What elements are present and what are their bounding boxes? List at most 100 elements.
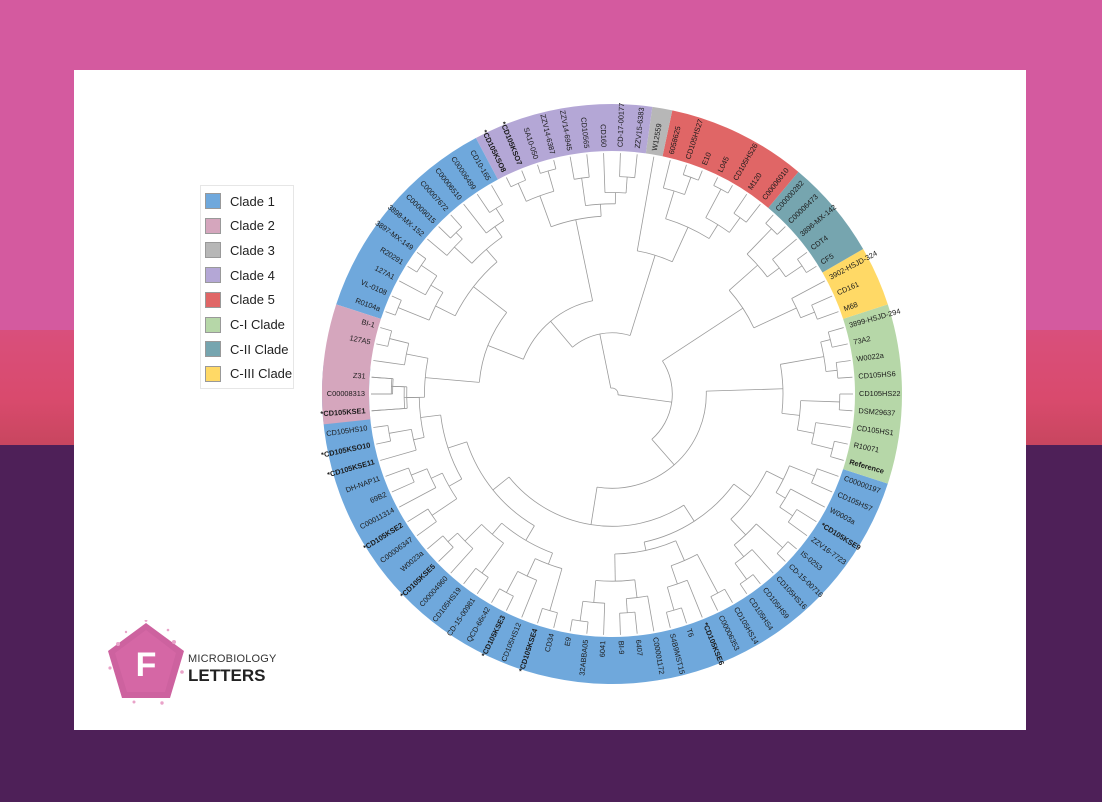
branch-line xyxy=(581,178,586,206)
clade-sector xyxy=(768,171,864,273)
branch-line xyxy=(454,246,473,264)
branch-line xyxy=(619,153,621,177)
branch-line xyxy=(380,327,392,332)
branch-arc xyxy=(550,215,602,228)
branch-line xyxy=(553,160,557,169)
tip-label: BI-1 xyxy=(360,317,376,329)
branch-line xyxy=(537,164,541,174)
branch-arc xyxy=(838,393,841,410)
logo-line1: MICROBIOLOGY xyxy=(188,653,277,665)
branch-line xyxy=(455,232,463,240)
branch-arc xyxy=(394,300,402,316)
branch-line xyxy=(767,267,780,278)
branch-line xyxy=(634,612,638,634)
branch-line xyxy=(834,440,848,445)
legend-label: C-III Clade xyxy=(230,366,293,382)
tip-label: 127A5 xyxy=(349,333,372,346)
branch-line xyxy=(505,595,514,611)
branch-arc xyxy=(416,258,427,273)
branch-arc xyxy=(475,567,489,578)
branch-arc xyxy=(440,414,463,480)
branch-arc xyxy=(501,522,553,554)
branch-line xyxy=(411,468,428,476)
branch-line xyxy=(820,339,831,343)
branch-line xyxy=(506,571,519,593)
branch-arc xyxy=(406,386,408,409)
branch-line xyxy=(389,428,412,434)
legend-swatch xyxy=(205,193,221,209)
branch-line xyxy=(832,343,848,348)
branch-line xyxy=(376,343,388,347)
branch-line xyxy=(797,429,814,434)
branch-line xyxy=(766,470,784,480)
clade-sectors xyxy=(322,104,902,684)
branch-line xyxy=(634,154,638,178)
branch-line xyxy=(647,595,655,632)
branch-line xyxy=(579,601,584,621)
logo-line2: LETTERS xyxy=(188,666,266,685)
branch-line xyxy=(398,307,430,321)
branch-line xyxy=(730,518,746,536)
branch-line xyxy=(431,498,458,516)
legend-swatch xyxy=(205,341,221,358)
branch-line xyxy=(431,472,443,479)
branch-line xyxy=(586,621,589,634)
branch-line xyxy=(791,280,825,299)
branch-line xyxy=(775,492,786,499)
legend-label: Clade 5 xyxy=(230,292,275,308)
branch-line xyxy=(739,583,748,595)
branch-arc xyxy=(765,223,778,235)
branch-line xyxy=(548,552,553,565)
branch-line xyxy=(575,219,594,301)
branch-line xyxy=(665,190,675,219)
branch-line xyxy=(491,522,503,535)
logo-letter: F xyxy=(136,646,157,684)
branch-line xyxy=(785,265,803,278)
legend: Clade 1 Clade 2 Clade 3 Clade 4 Clade 5 C-I C… xyxy=(200,185,294,389)
branch-line xyxy=(811,482,833,493)
tip-label: 32ABBA05 xyxy=(577,639,590,676)
branch-line xyxy=(790,488,825,508)
branch-arc xyxy=(796,400,802,431)
branch-line xyxy=(427,535,444,550)
branch-line xyxy=(651,439,675,466)
legend-label: Clade 2 xyxy=(230,218,275,234)
branch-line xyxy=(371,407,408,412)
branch-arc xyxy=(644,483,735,543)
tip-label: DSM29637 xyxy=(858,406,896,418)
branch-line xyxy=(492,476,510,491)
legend-label: C-I Clade xyxy=(230,317,285,332)
branch-arc xyxy=(811,468,818,483)
branch-arc xyxy=(478,312,507,383)
branch-line xyxy=(625,598,628,613)
branch-arc xyxy=(466,441,535,527)
branch-arc xyxy=(776,541,789,554)
branch-line xyxy=(373,360,405,366)
branch-line xyxy=(416,252,427,260)
branch-arc xyxy=(683,174,699,181)
branch-line xyxy=(705,188,722,218)
logo-badge-icon: F xyxy=(108,619,184,705)
branch-line xyxy=(698,170,703,181)
branch-line xyxy=(636,156,655,251)
branch-line xyxy=(389,338,409,344)
clade-sector xyxy=(843,304,902,484)
branch-arc xyxy=(522,300,593,360)
branch-line xyxy=(450,548,474,574)
legend-label: C-II Clade xyxy=(230,341,289,357)
branch-line xyxy=(416,521,437,536)
branch-arc xyxy=(392,378,394,395)
branch-line xyxy=(733,483,751,497)
branch-line xyxy=(549,568,563,611)
branch-arc xyxy=(787,509,798,523)
branch-line xyxy=(547,170,555,192)
legend-item: C-I Clade xyxy=(205,316,285,334)
branch-line xyxy=(706,388,783,392)
branch-arc xyxy=(510,179,526,188)
branch-line xyxy=(837,376,853,379)
branch-line xyxy=(517,183,527,202)
branch-line xyxy=(391,295,402,301)
branch-arc xyxy=(489,204,503,213)
branch-arc xyxy=(666,607,682,613)
branch-line xyxy=(683,504,695,522)
